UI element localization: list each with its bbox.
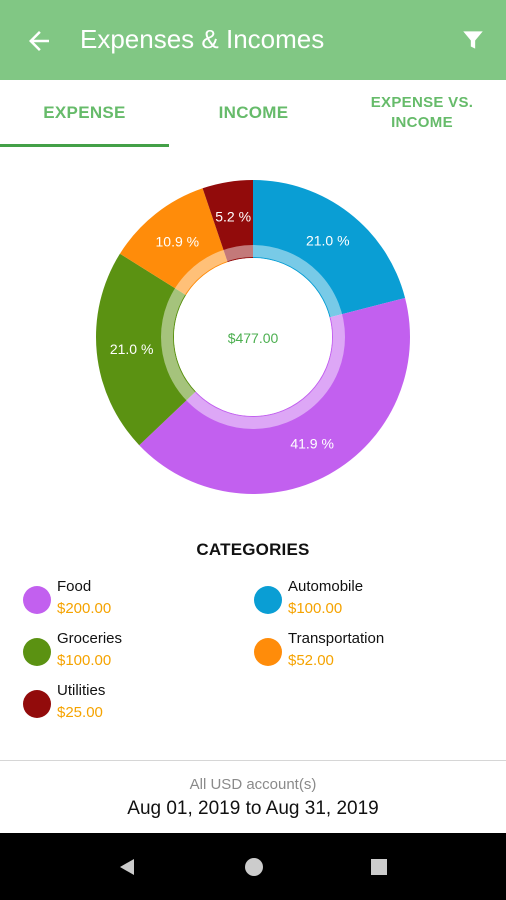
legend-dot-transportation [254, 638, 282, 666]
slice-food[interactable] [139, 297, 410, 494]
slice-label-food: 41.9 % [290, 436, 334, 452]
slice-label-utilities: 5.2 % [215, 209, 251, 225]
tab-income[interactable]: INCOME [218, 103, 289, 122]
legend-name: Groceries [57, 630, 123, 647]
chart-labels: 21.0 % 41.9 % 21.0 % 10.9 % 5.2 % [110, 209, 350, 452]
legend-name: Automobile [288, 578, 364, 595]
date-range-label[interactable]: Aug 01, 2019 to Aug 31, 2019 [127, 798, 379, 819]
tab-indicator [0, 144, 169, 147]
legend-dot-groceries [23, 638, 51, 666]
legend-amount: $100.00 [288, 600, 343, 617]
slice-utilities[interactable] [202, 180, 253, 263]
tab-bar: EXPENSE INCOME EXPENSE VS. INCOME [0, 80, 506, 148]
slice-label-groceries: 21.0 % [110, 341, 154, 357]
tab-expense[interactable]: EXPENSE [43, 103, 126, 122]
slice-automobile[interactable] [253, 180, 406, 318]
legend-amount: $100.00 [57, 652, 112, 669]
slice-label-automobile: 21.0 % [306, 233, 350, 249]
account-label: All USD account(s) [189, 776, 317, 793]
slice-groceries[interactable] [95, 253, 196, 446]
legend-dot-utilities [23, 690, 51, 718]
slice-label-transportation: 10.9 % [156, 233, 200, 249]
chart-slices [95, 180, 410, 494]
legend-name: Transportation [288, 630, 385, 647]
legend-dot-food [23, 586, 51, 614]
circle-home-icon[interactable] [243, 856, 265, 878]
footer-divider [0, 760, 506, 761]
legend-name: Food [57, 578, 92, 595]
arrow-left-icon[interactable] [24, 26, 54, 56]
tab-expense-vs-income[interactable]: EXPENSE VS. INCOME [338, 80, 506, 146]
filter-icon[interactable] [460, 27, 486, 53]
slice-transportation[interactable] [119, 188, 228, 296]
center-total-label: $477.00 [228, 330, 279, 346]
categories-title: CATEGORIES [196, 540, 310, 559]
donut-hole [174, 258, 332, 416]
page-title: Expenses & Incomes [80, 24, 325, 54]
tab-label-line2: INCOME [391, 114, 453, 131]
legend-amount: $200.00 [57, 600, 112, 617]
tab-label-line1: EXPENSE VS. [370, 94, 474, 111]
app-bar: Expenses & Incomes [0, 0, 506, 80]
inner-ring [161, 245, 345, 429]
legend-dot-automobile [254, 586, 282, 614]
system-nav-bar [0, 833, 506, 900]
triangle-back-icon[interactable] [117, 857, 137, 877]
legend-amount: $25.00 [57, 704, 103, 721]
legend-amount: $52.00 [288, 652, 334, 669]
legend-name: Utilities [57, 682, 106, 699]
square-recents-icon[interactable] [370, 858, 388, 876]
expense-donut-chart: 21.0 % 41.9 % 21.0 % 10.9 % 5.2 % $477.00 [95, 180, 410, 494]
